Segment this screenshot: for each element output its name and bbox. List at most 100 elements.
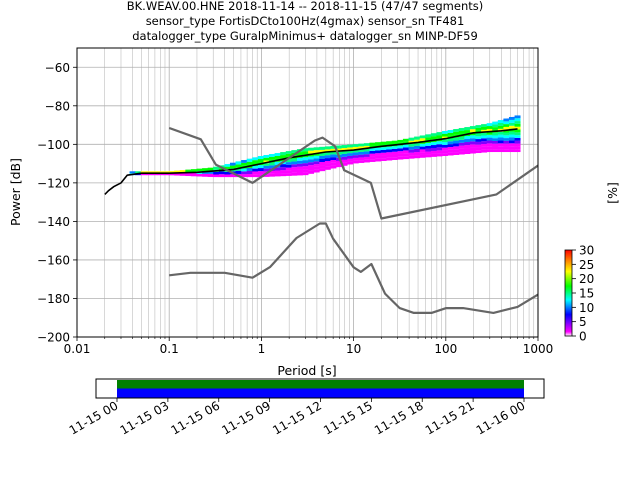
ppsd-bin <box>257 171 264 175</box>
ppsd-bin <box>447 144 454 147</box>
ppsd-bin <box>492 138 499 141</box>
ppsd-bin <box>330 151 337 155</box>
ppsd-bin <box>509 119 515 123</box>
ppsd-bin <box>509 134 515 138</box>
time-tick-label: 11-15 18 <box>372 398 426 437</box>
ppsd-bin <box>436 141 443 145</box>
ppsd-bin <box>185 169 192 173</box>
ppsd-bin <box>414 155 421 159</box>
ppsd-bin <box>274 153 281 156</box>
y-tick-label: −140 <box>37 215 70 229</box>
ppsd-bin <box>241 171 248 175</box>
ppsd-bin <box>458 151 465 155</box>
ppsd-bin <box>481 146 488 150</box>
ppsd-bin <box>414 152 421 156</box>
ppsd-bin <box>509 146 515 150</box>
ppsd-bin <box>313 161 320 165</box>
ppsd-bin <box>280 155 287 159</box>
ppsd-bin <box>509 140 515 144</box>
ppsd-bin <box>280 167 287 171</box>
ppsd-bin <box>453 129 460 132</box>
colorbar-gradient <box>564 249 573 337</box>
ppsd-bin <box>486 128 493 132</box>
ppsd-bin <box>419 152 426 155</box>
ppsd-bin <box>235 170 242 174</box>
ppsd-bin <box>218 171 225 175</box>
ppsd-bin <box>436 135 443 139</box>
ppsd-bin <box>391 154 398 158</box>
ppsd-plot-area: 0.01 0.1 1 10 100 1000 −60 −80 −100 −120 −140 −160… <box>37 47 553 356</box>
ppsd-bin <box>380 155 387 159</box>
ppsd-bin <box>280 173 287 177</box>
ppsd-bin <box>497 149 504 153</box>
ppsd-bin <box>402 138 409 142</box>
ppsd-bin <box>503 143 510 147</box>
ppsd-bin <box>464 151 471 155</box>
ppsd-bin <box>140 171 147 174</box>
ppsd-bin <box>274 155 281 159</box>
ppsd-bin <box>408 155 415 159</box>
ppsd-bin <box>269 165 275 169</box>
colorbar-tick-label: 20 <box>579 272 594 286</box>
ppsd-bin <box>481 126 488 130</box>
ppsd-bin <box>157 171 164 174</box>
ppsd-bin <box>503 129 510 133</box>
ppsd-bin <box>486 137 493 141</box>
ppsd-bin <box>302 148 309 152</box>
ppsd-bin <box>391 140 398 144</box>
ppsd-bin <box>302 169 309 173</box>
ppsd-bin <box>319 152 326 156</box>
ppsd-bin <box>319 165 326 169</box>
ppsd-bin <box>341 148 348 151</box>
ppsd-bin <box>458 148 465 152</box>
ppsd-bin <box>380 149 387 153</box>
x-axis-ticks: 0.01 0.1 1 10 100 1000 <box>64 337 553 356</box>
ppsd-bin <box>313 166 320 170</box>
coverage-bars <box>117 380 524 398</box>
ppsd-bin <box>402 144 409 148</box>
ppsd-bin <box>503 149 510 153</box>
ppsd-bin <box>202 173 209 177</box>
ppsd-bin <box>430 145 437 148</box>
ppsd-bin <box>285 170 292 174</box>
ppsd-bin <box>302 166 309 170</box>
ppsd-bin <box>319 155 326 159</box>
ppsd-bin <box>319 168 326 172</box>
ppsd-bin <box>257 165 264 169</box>
ppsd-bin <box>481 149 488 153</box>
ppsd-bin <box>475 144 482 148</box>
ppsd-bin <box>363 145 370 149</box>
ppsd-bin <box>347 147 354 151</box>
ppsd-bin <box>336 151 342 155</box>
title-line-1: BK.WEAV.00.HNE 2018-11-14 -- 2018-11-15 … <box>127 0 484 13</box>
ppsd-bin <box>285 153 292 157</box>
ppsd-bin <box>358 157 365 161</box>
ppsd-bin <box>324 166 331 170</box>
ppsd-bin <box>213 171 220 175</box>
ppsd-bin <box>430 147 437 151</box>
ppsd-bin <box>358 154 365 158</box>
ppsd-bin <box>352 149 359 153</box>
ppsd-bin <box>486 123 493 127</box>
ppsd-bin <box>391 157 398 160</box>
ppsd-bin <box>408 146 415 150</box>
ppsd-bin <box>358 146 365 150</box>
ppsd-bin <box>296 169 303 173</box>
ppsd-bin <box>308 162 315 166</box>
ppsd-bin <box>274 167 281 171</box>
ppsd-bin <box>330 157 337 161</box>
ppsd-bin <box>481 138 488 142</box>
ppsd-bin <box>341 162 348 166</box>
ppsd-bin <box>408 149 415 153</box>
ppsd-bin <box>291 172 298 176</box>
ppsd-bin <box>202 168 209 172</box>
y-tick-label: −160 <box>37 253 70 267</box>
ppsd-bin <box>302 157 309 161</box>
ppsd-bin <box>291 167 298 170</box>
ppsd-bin <box>146 173 153 176</box>
ppsd-bin <box>330 162 337 166</box>
ppsd-bin <box>475 127 482 131</box>
ppsd-bin <box>442 153 448 156</box>
ppsd-bin <box>442 144 448 148</box>
ppsd-bin <box>218 174 225 178</box>
